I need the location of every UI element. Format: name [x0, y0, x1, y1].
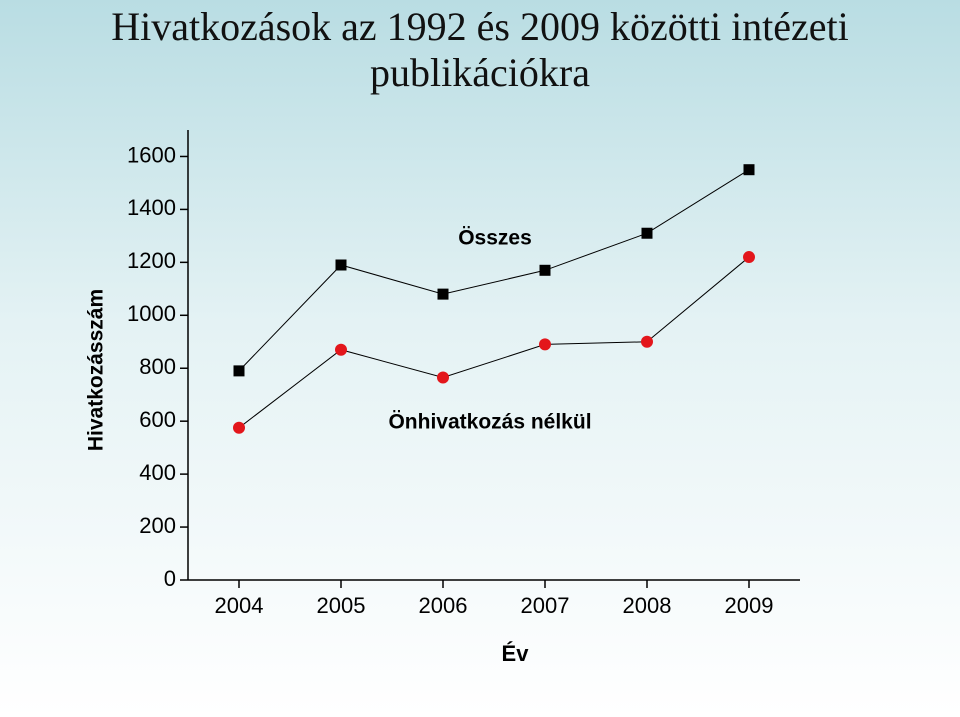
series-line	[238, 169, 750, 372]
y-tick-label: 400	[139, 460, 176, 485]
marker	[335, 259, 347, 271]
marker	[743, 251, 755, 264]
marker	[233, 365, 245, 377]
x-tick-label: 2007	[521, 593, 570, 618]
x-axis-label: Év	[502, 641, 530, 666]
x-tick-label: 2004	[215, 593, 264, 618]
y-tick-label: 0	[164, 566, 176, 591]
marker	[335, 343, 347, 356]
marker	[539, 264, 551, 276]
marker	[437, 371, 449, 384]
x-tick-label: 2005	[317, 593, 366, 618]
y-axis-label: Hivatkozásszám	[85, 289, 108, 451]
y-tick-label: 1000	[127, 301, 176, 326]
marker	[539, 338, 551, 351]
y-tick-label: 1600	[127, 142, 176, 167]
x-tick-label: 2009	[725, 593, 774, 618]
y-tick-label: 1400	[127, 195, 176, 220]
series-label: Összes	[458, 227, 532, 250]
marker	[233, 421, 245, 434]
marker	[641, 227, 653, 239]
y-tick-label: 200	[139, 513, 176, 538]
y-tick-label: 600	[139, 407, 176, 432]
y-tick-label: 800	[139, 354, 176, 379]
marker	[641, 335, 653, 348]
series-line	[238, 256, 750, 429]
x-tick-label: 2006	[419, 593, 468, 618]
marker	[437, 288, 449, 300]
y-tick-label: 1200	[127, 248, 176, 273]
series-label: Önhivatkozás nélkül	[388, 411, 591, 434]
marker	[743, 164, 755, 176]
x-tick-label: 2008	[623, 593, 672, 618]
chart-title: Hivatkozások az 1992 és 2009 közötti int…	[111, 4, 849, 95]
